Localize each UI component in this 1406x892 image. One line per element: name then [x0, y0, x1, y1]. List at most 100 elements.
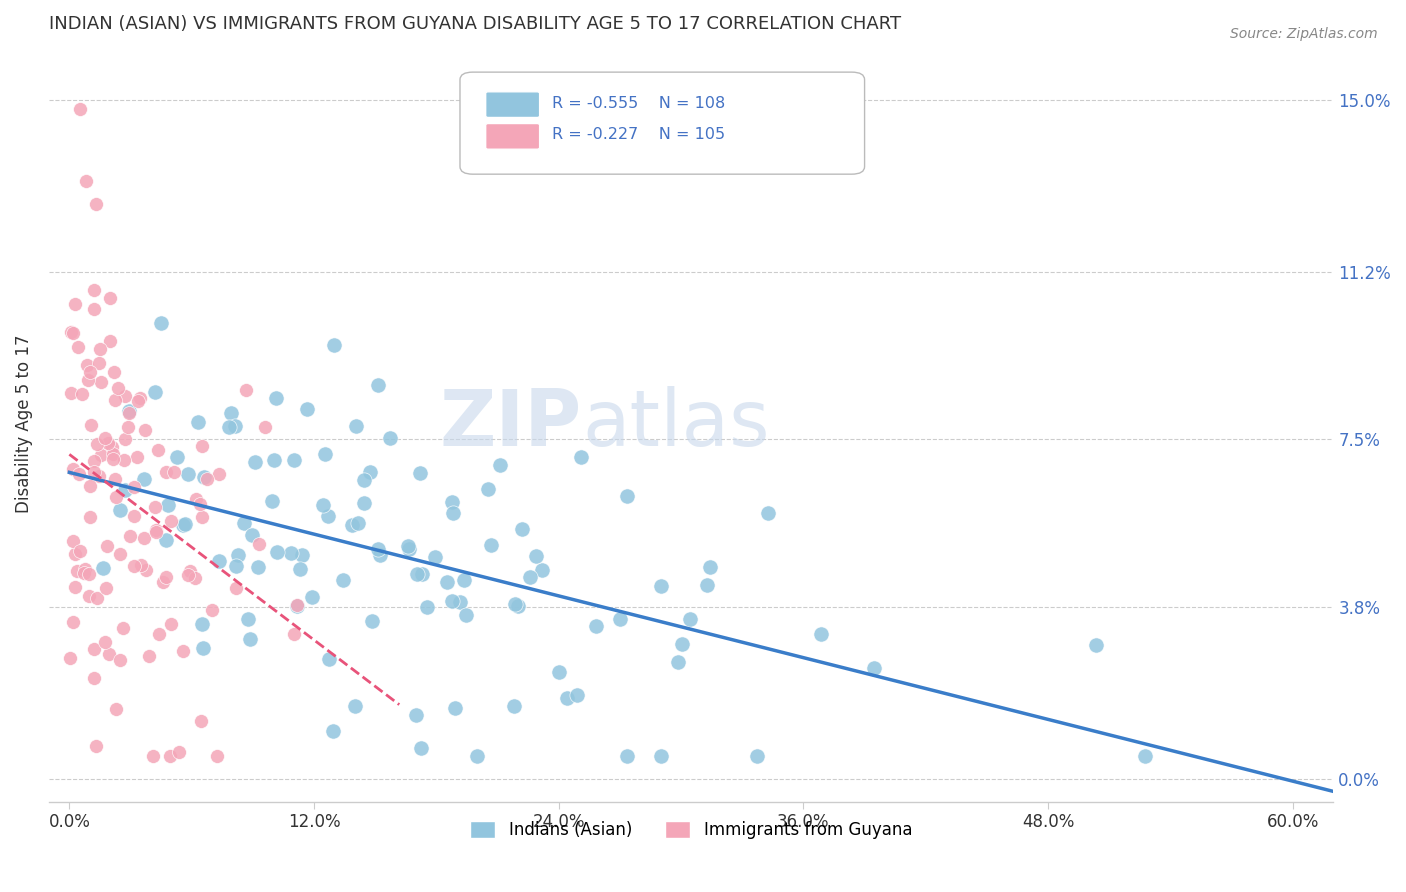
- Point: [453, 573, 475, 587]
- Point: [503, 698, 526, 713]
- Point: [191, 510, 214, 524]
- Point: [112, 621, 135, 635]
- Point: [191, 641, 214, 656]
- Point: [609, 611, 631, 625]
- Text: Source: ZipAtlas.com: Source: ZipAtlas.com: [1230, 27, 1378, 41]
- Point: [101, 440, 124, 454]
- Point: [264, 391, 287, 405]
- Point: [108, 653, 131, 667]
- Point: [187, 416, 209, 430]
- Point: [177, 467, 200, 481]
- Point: [67, 467, 90, 481]
- Point: [110, 547, 132, 561]
- Point: [90, 375, 112, 389]
- Point: [132, 472, 155, 486]
- Point: [616, 749, 638, 764]
- Point: [65, 547, 87, 561]
- Point: [409, 740, 432, 755]
- Point: [219, 406, 242, 420]
- Point: [83, 641, 105, 656]
- Point: [112, 453, 135, 467]
- Point: [314, 447, 336, 461]
- Point: [162, 465, 184, 479]
- Point: [145, 523, 167, 537]
- Point: [405, 707, 427, 722]
- Point: [699, 559, 721, 574]
- Point: [191, 439, 214, 453]
- Point: [332, 573, 354, 587]
- Point: [184, 492, 207, 507]
- Point: [191, 617, 214, 632]
- Point: [285, 599, 308, 613]
- Point: [616, 489, 638, 503]
- Point: [107, 381, 129, 395]
- Point: [84, 739, 107, 753]
- Point: [117, 420, 139, 434]
- FancyBboxPatch shape: [485, 123, 540, 149]
- Point: [159, 514, 181, 528]
- Point: [62, 615, 84, 629]
- Point: [436, 574, 458, 589]
- Point: [108, 503, 131, 517]
- Point: [89, 342, 111, 356]
- Point: [79, 509, 101, 524]
- Point: [118, 406, 141, 420]
- Point: [236, 612, 259, 626]
- Point: [285, 598, 308, 612]
- Point: [118, 529, 141, 543]
- Point: [378, 431, 401, 445]
- Point: [679, 612, 702, 626]
- Point: [75, 562, 97, 576]
- Point: [408, 466, 430, 480]
- Point: [94, 431, 117, 445]
- Point: [318, 652, 340, 666]
- Point: [555, 691, 578, 706]
- Point: [104, 490, 127, 504]
- FancyBboxPatch shape: [460, 72, 865, 174]
- Point: [398, 541, 420, 556]
- Point: [77, 373, 100, 387]
- Point: [83, 283, 105, 297]
- Point: [233, 516, 256, 530]
- Point: [283, 627, 305, 641]
- Text: R = -0.555    N = 108: R = -0.555 N = 108: [553, 95, 725, 111]
- Point: [361, 614, 384, 628]
- FancyBboxPatch shape: [485, 92, 540, 118]
- Point: [87, 469, 110, 483]
- Point: [443, 701, 465, 715]
- Point: [83, 465, 105, 479]
- Point: [246, 559, 269, 574]
- Point: [157, 498, 180, 512]
- Point: [406, 567, 429, 582]
- Point: [63, 580, 86, 594]
- Point: [441, 495, 464, 509]
- Point: [425, 549, 447, 564]
- Point: [208, 467, 231, 481]
- Point: [295, 401, 318, 416]
- Point: [79, 479, 101, 493]
- Point: [207, 749, 229, 764]
- Point: [247, 537, 270, 551]
- Point: [353, 496, 375, 510]
- Point: [569, 450, 592, 464]
- Point: [316, 508, 339, 523]
- Point: [70, 387, 93, 401]
- Point: [76, 359, 98, 373]
- Point: [167, 745, 190, 759]
- Point: [160, 617, 183, 632]
- Point: [245, 455, 267, 469]
- Point: [127, 450, 149, 464]
- Point: [650, 749, 672, 764]
- Point: [83, 302, 105, 317]
- Point: [179, 564, 201, 578]
- Y-axis label: Disability Age 5 to 17: Disability Age 5 to 17: [15, 334, 32, 513]
- Point: [322, 723, 344, 738]
- Point: [87, 356, 110, 370]
- Point: [1135, 749, 1157, 764]
- Point: [104, 392, 127, 407]
- Point: [94, 635, 117, 649]
- Point: [353, 473, 375, 487]
- Point: [62, 462, 84, 476]
- Point: [66, 564, 89, 578]
- Point: [103, 365, 125, 379]
